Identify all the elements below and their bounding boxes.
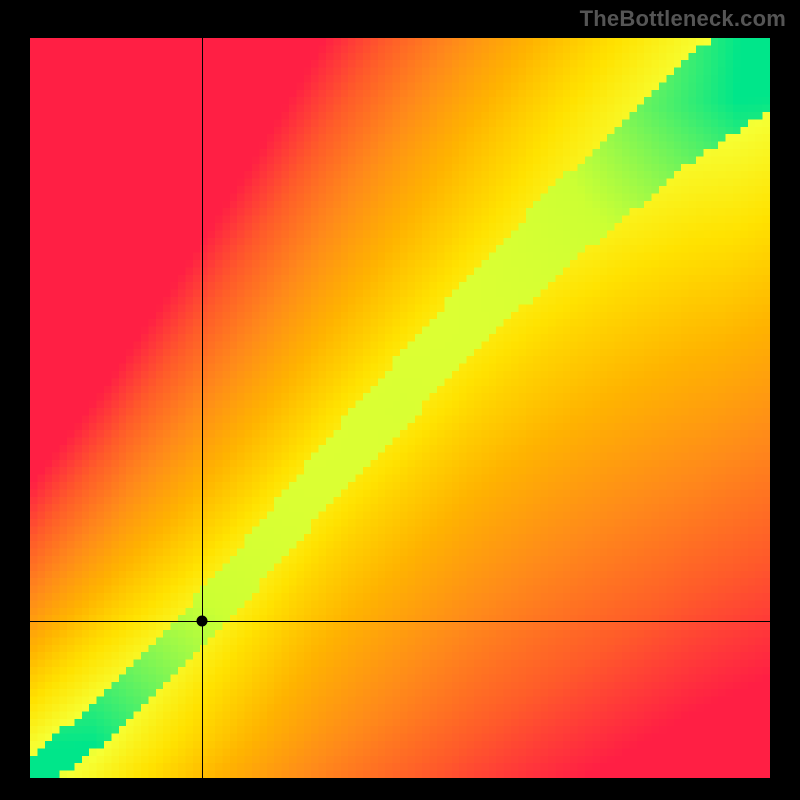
attribution-label: TheBottleneck.com — [580, 6, 786, 32]
crosshair-horizontal — [30, 621, 770, 622]
bottleneck-heatmap — [30, 38, 770, 778]
crosshair-marker — [197, 616, 208, 627]
crosshair-vertical — [202, 38, 203, 778]
plot-area — [30, 38, 770, 778]
chart-frame: TheBottleneck.com — [0, 0, 800, 800]
